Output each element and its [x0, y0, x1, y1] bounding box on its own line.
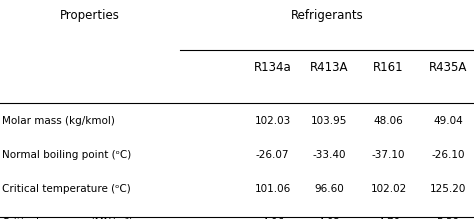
Text: -26.10: -26.10	[431, 150, 465, 160]
Text: Molar mass (kg/kmol): Molar mass (kg/kmol)	[2, 116, 115, 126]
Text: Properties: Properties	[60, 9, 120, 22]
Text: 102.02: 102.02	[371, 184, 407, 194]
Text: -26.07: -26.07	[256, 150, 289, 160]
Text: R161: R161	[374, 61, 404, 74]
Text: 125.20: 125.20	[430, 184, 466, 194]
Text: Critical pressure (MN/m²): Critical pressure (MN/m²)	[2, 218, 134, 219]
Text: 4.06: 4.06	[261, 218, 284, 219]
Text: R413A: R413A	[310, 61, 349, 74]
Text: 4.02: 4.02	[318, 218, 341, 219]
Text: 103.95: 103.95	[311, 116, 347, 126]
Text: Normal boiling point (ᵒC): Normal boiling point (ᵒC)	[2, 150, 132, 160]
Text: R134a: R134a	[254, 61, 292, 74]
Text: Refrigerants: Refrigerants	[291, 9, 364, 22]
Text: 101.06: 101.06	[255, 184, 291, 194]
Text: -37.10: -37.10	[372, 150, 405, 160]
Text: 4.70: 4.70	[377, 218, 400, 219]
Text: 102.03: 102.03	[255, 116, 291, 126]
Text: R435A: R435A	[429, 61, 467, 74]
Text: 5.39: 5.39	[436, 218, 460, 219]
Text: 48.06: 48.06	[374, 116, 403, 126]
Text: 49.04: 49.04	[433, 116, 463, 126]
Text: -33.40: -33.40	[313, 150, 346, 160]
Text: 96.60: 96.60	[315, 184, 344, 194]
Text: Critical temperature (ᵒC): Critical temperature (ᵒC)	[2, 184, 131, 194]
